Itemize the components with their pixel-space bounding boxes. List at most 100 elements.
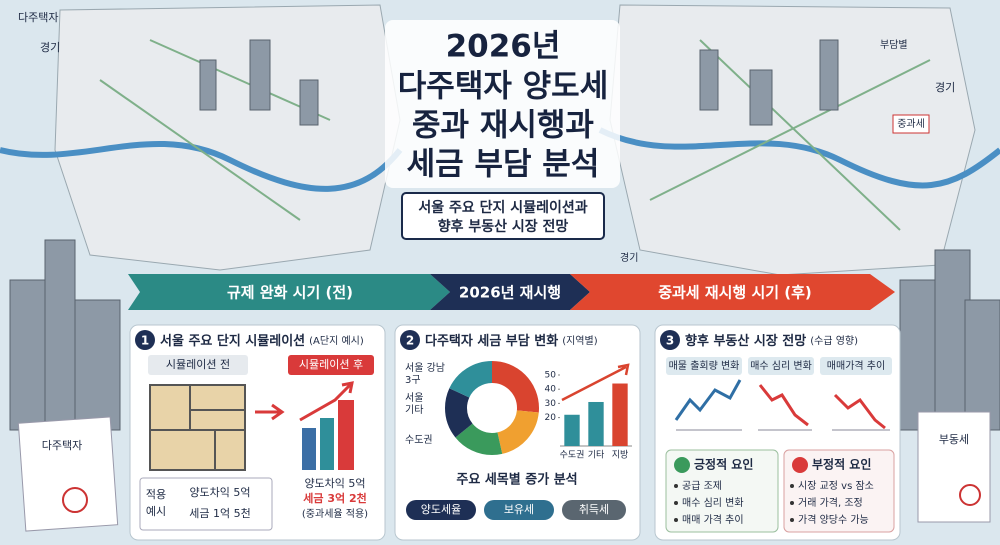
panel-number: 3 [666,334,674,348]
donut-label: 3구 [405,375,421,386]
subtitle-box [401,192,605,240]
decoration [820,357,892,375]
decoration [674,518,678,522]
decoration [660,330,680,350]
decoration [299,79,319,126]
decoration [406,500,476,520]
decoration [338,400,354,470]
tag: 시뮬레이션 전 [166,358,230,371]
doc-label: 다주택자 [42,439,82,452]
decoration [749,69,773,126]
decoration [249,39,271,111]
decoration [934,249,971,431]
donut-label: 수도권 [405,434,433,446]
decoration [833,393,886,430]
decoration [288,355,374,375]
decoration [598,127,1000,189]
decoration [255,403,285,421]
decoration [445,361,539,455]
breakdown-title: 주요 세목별 증가 분석 [456,472,577,488]
factor-item: 공급 조제 [682,480,722,492]
decoration [400,330,420,350]
decoration [917,411,991,523]
timeline-label: 중과세 재시행 시기 (후) [658,284,812,302]
decoration [99,39,931,231]
before-text: 양도차익 5억 [189,486,250,499]
decoration [199,59,217,111]
subtitle-line: 서울 주요 단지 시뮬레이션과 [418,199,587,216]
map-label: 경기 [620,251,638,264]
doc-label: 부동세 [939,433,969,446]
decoration [892,114,930,134]
decoration [484,500,554,520]
x-tick-label: 기타 [588,450,605,461]
decoration [758,384,809,427]
factor-title: 긍정적 요인 [694,457,753,472]
y-tick-label: 20 [545,413,557,423]
bar-chart: 20 30 40 50 수도권 기타 지방 [545,363,632,461]
decoration [135,330,155,350]
factor-item: 가격 양당수 가능 [798,513,869,526]
decoration [9,279,46,431]
x-tick-label: 수도권 [560,449,585,461]
after-text: 세금 3억 2천 [303,491,366,505]
before-text: 세금 1억 5천 [189,506,250,520]
map-label: 경기 [935,81,955,94]
bar [588,401,604,446]
panel-title-text: 다주택자 세금 부담 변화 [425,333,558,349]
decoration [665,449,779,533]
decoration [783,449,895,533]
decoration [54,4,401,271]
factor-title: 부정적 요인 [812,457,871,472]
pill: 양도세율 [421,503,461,516]
panel-title-text: 서울 주요 단지 시뮬레이션 [160,333,305,349]
panel-title: 향후 부동산 시장 전망 (수급 영향) [685,333,858,349]
decoration [790,501,794,505]
subtitle-line: 향후 부동산 시장 전망 [438,218,569,235]
factor-item: 시장 교정 vs 잠소 [798,480,874,492]
decoration [666,357,742,375]
decoration [150,385,245,470]
factor-item: 매수 심리 변화 [682,497,744,509]
decoration [959,484,981,506]
decoration [674,484,678,488]
panel-title-note: (수급 영향) [810,335,858,347]
decoration [302,428,316,470]
decoration [62,487,88,513]
decoration [674,379,742,421]
indicator: 매수 심리 변화 [750,360,812,372]
y-tick-label: 40 [545,385,557,395]
example-label: 예시 [146,505,166,518]
decoration [819,39,839,111]
title-line: 세금 부담 분석 [407,147,600,183]
map-label: 중과세 [897,118,925,130]
factor-item: 매매 가격 추이 [682,513,744,526]
decoration [139,477,273,531]
decoration [790,484,794,488]
timeline-arrow [570,274,895,310]
y-tick-label: 30 [545,399,557,409]
decoration [790,518,794,522]
decoration [674,457,690,473]
map-label: 다주택자 [18,11,58,24]
decoration [149,384,246,471]
pill: 취득세 [579,503,609,516]
panel-title-text: 향후 부동산 시장 전망 [685,333,806,349]
map-label: 부담별 [880,39,908,51]
map-label: 경기 [40,41,60,54]
title-box [385,20,620,188]
panel-title-note: (A단지 예시) [309,335,364,347]
timeline-label: 규제 완화 시기 (전) [227,284,353,302]
x-tick-label: 지방 [612,450,629,461]
donut-label: 기타 [405,404,423,416]
tag: 시뮬레이션 후 [299,358,363,371]
trend-arrow [561,363,630,402]
decoration [748,357,814,375]
decoration [299,381,354,422]
decoration [964,299,1000,431]
after-text: 양도차익 5억 [304,477,365,490]
title-line: 중과 재시행과 [412,108,594,144]
decoration [0,140,403,192]
decoration [74,299,121,431]
